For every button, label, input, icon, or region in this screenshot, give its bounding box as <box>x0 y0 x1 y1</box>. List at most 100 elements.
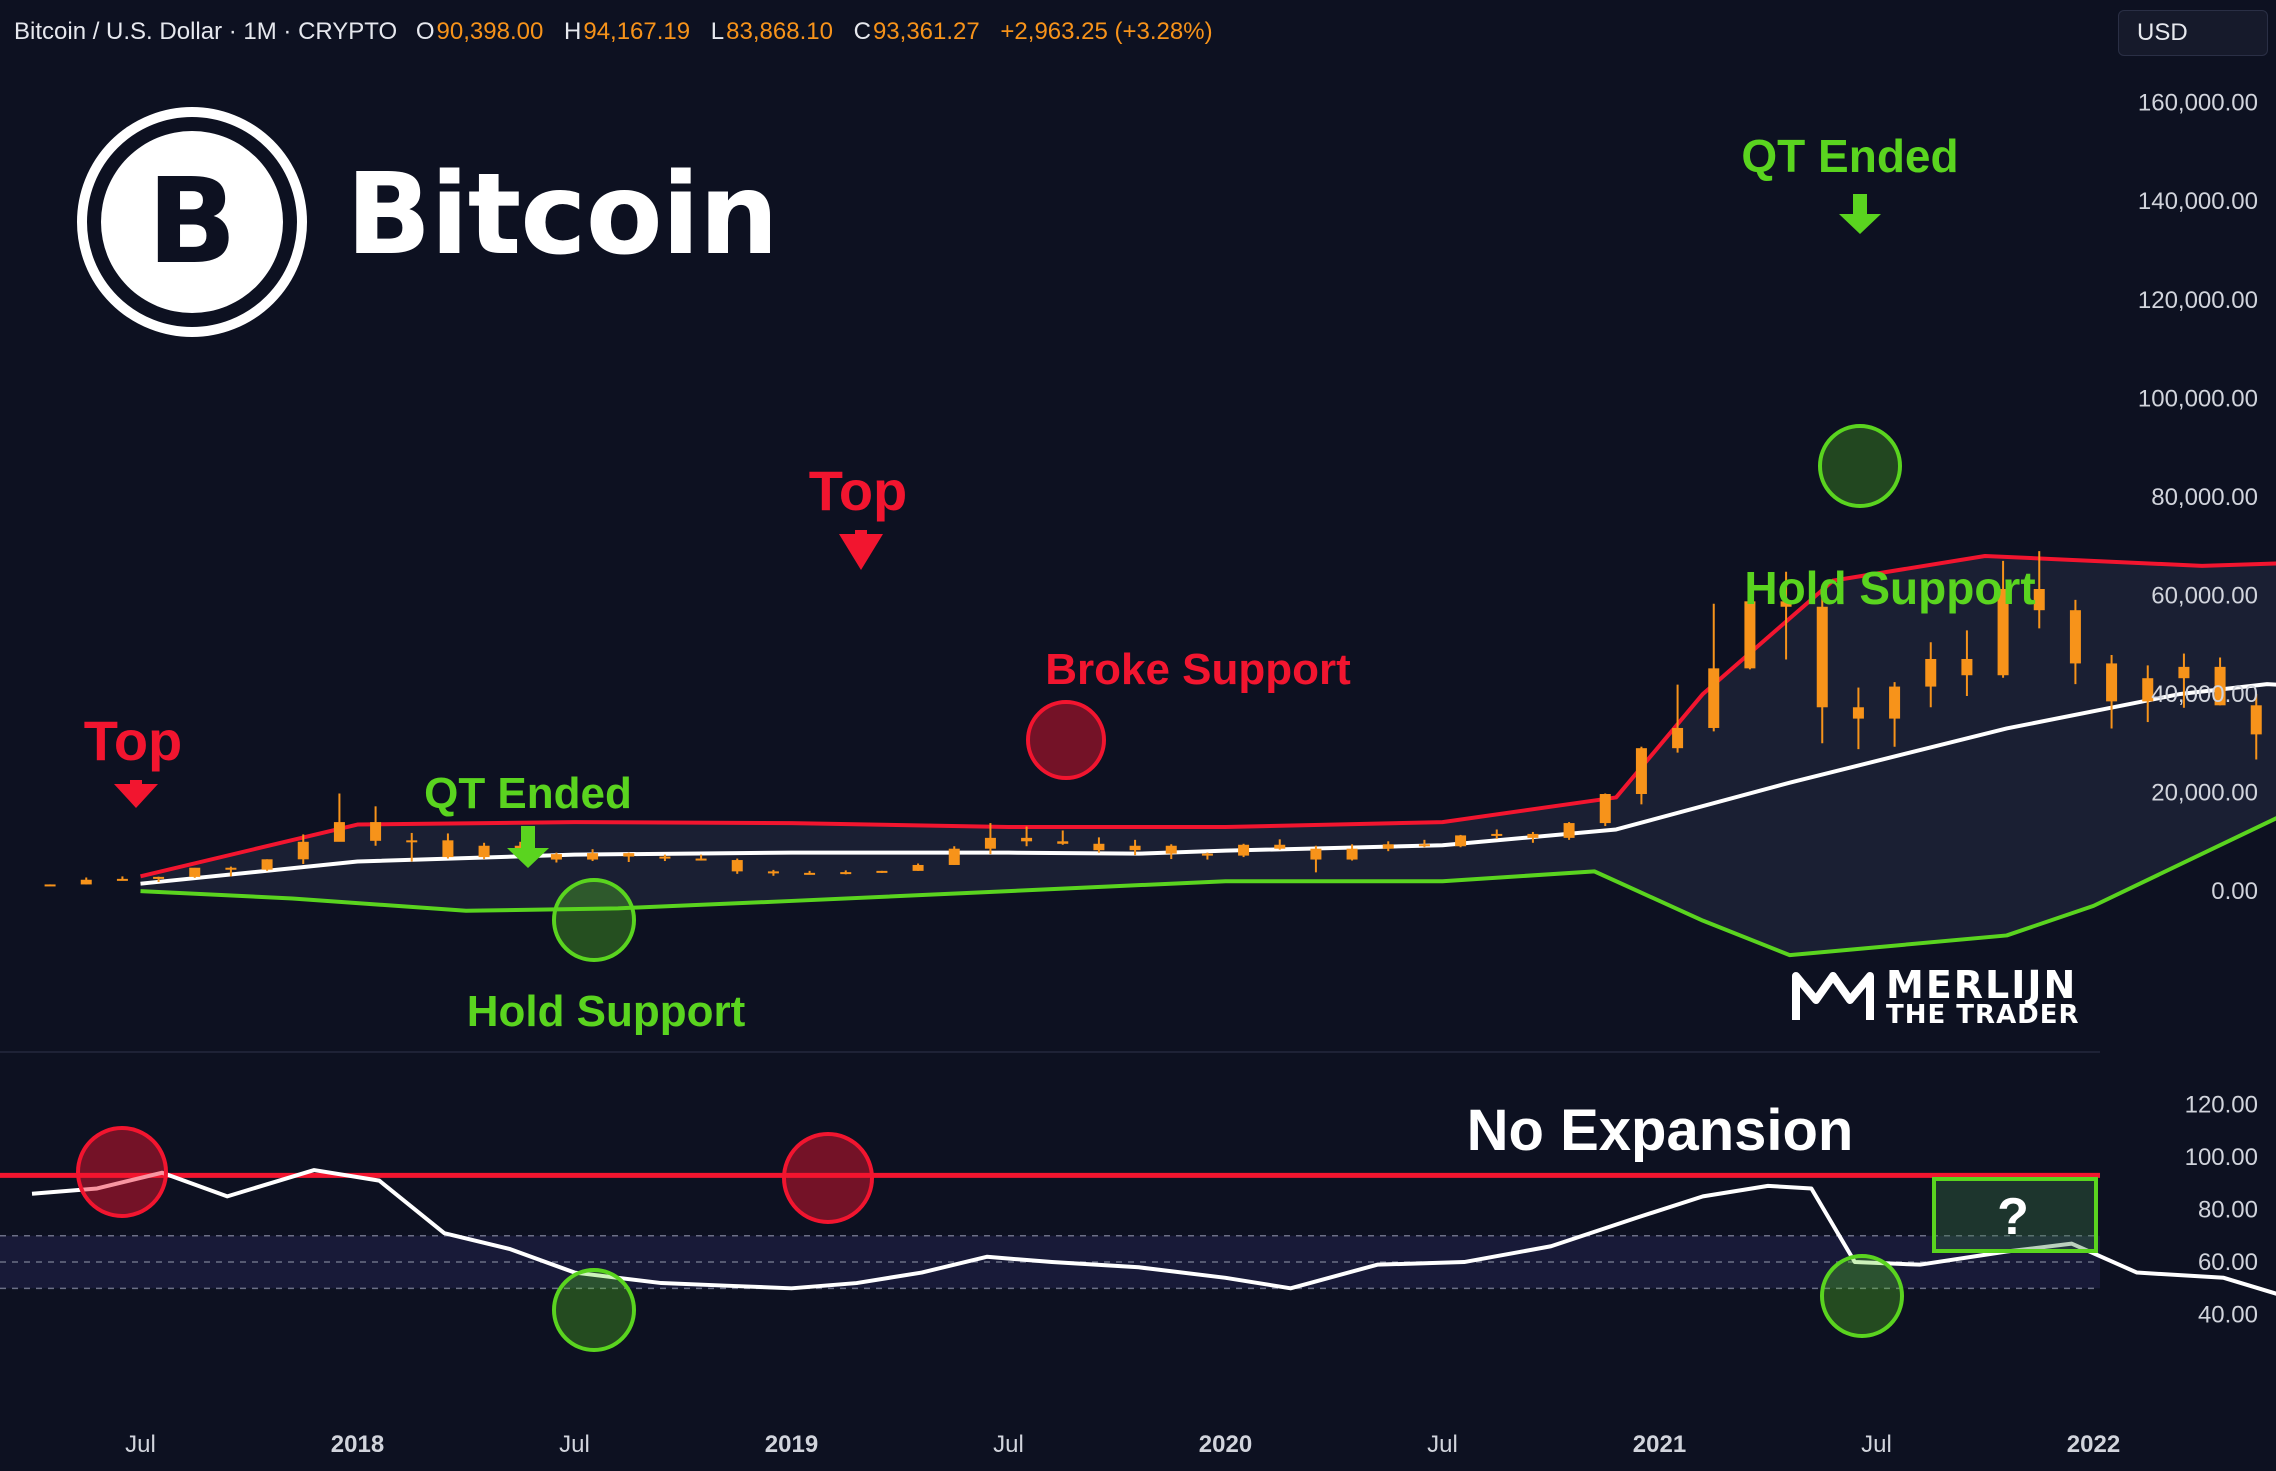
candle <box>2250 693 2262 760</box>
candle <box>2178 653 2190 708</box>
candle <box>1816 597 1828 744</box>
lower-band-line <box>140 816 2276 958</box>
candle <box>659 854 671 862</box>
annotation-hold-support-2025: Hold Support <box>1744 562 2035 614</box>
candle-body <box>550 854 562 860</box>
candle <box>1563 822 1575 840</box>
candle-body <box>767 871 779 874</box>
price-tick-label: 20,000.00 <box>2151 780 2258 807</box>
time-tick-label: 2020 <box>1199 1431 1252 1458</box>
candle-body <box>1238 844 1250 856</box>
time-tick-label: Jul <box>559 1431 590 1458</box>
price-tick-label: 100,000.00 <box>2138 385 2258 412</box>
logo-title: Bitcoin <box>346 150 779 280</box>
currency-button[interactable]: USD <box>2118 10 2268 56</box>
low-value: 83,868.10 <box>726 18 833 45</box>
candle-body <box>1599 794 1611 824</box>
time-tick-label: 2022 <box>2067 1431 2120 1458</box>
annotation-top-2018: Top <box>84 709 182 772</box>
time-tick-label: Jul <box>1861 1431 1892 1458</box>
question-box <box>1932 1177 2098 1253</box>
time-axis[interactable]: Jul2018Jul2019Jul2020Jul2021Jul2022Jul20… <box>125 1431 2276 1458</box>
symbol-name[interactable]: Bitcoin / U.S. Dollar · 1M · CRYPTO <box>14 18 398 45</box>
candle-body <box>984 837 996 849</box>
support-circle <box>1818 424 1902 508</box>
candle-body <box>1961 658 1973 676</box>
price-tick-label: 160,000.00 <box>2138 90 2258 117</box>
candle-body <box>1057 841 1069 844</box>
time-tick-label: 2018 <box>331 1431 384 1458</box>
rsi-support-circle <box>552 1268 636 1352</box>
candle-body <box>2250 705 2262 735</box>
candle <box>1057 830 1069 845</box>
candle <box>1021 826 1033 847</box>
arrow-down-icon <box>839 530 883 570</box>
candle-body <box>1816 606 1828 708</box>
candle <box>1418 839 1430 848</box>
candle-body <box>442 840 454 858</box>
rsi-tick-label: 40.00 <box>2198 1302 2258 1329</box>
candle-body <box>478 845 490 858</box>
candle <box>1129 839 1141 856</box>
candle-body <box>189 867 201 877</box>
price-axis[interactable]: 160,000.00 140,000.00 120,000.00 100,000.00… <box>2138 90 2258 905</box>
candle <box>478 842 490 860</box>
candle <box>80 877 92 885</box>
price-tick-label: 120,000.00 <box>2138 287 2258 314</box>
candle <box>550 852 562 863</box>
open-value: 90,398.00 <box>436 18 544 45</box>
question-mark: ? <box>1997 1188 2029 1246</box>
candle-body <box>1455 835 1467 847</box>
candle <box>2033 551 2045 629</box>
watermark: MERLIJN THE TRADER <box>1790 966 2080 1028</box>
close-value: 93,361.27 <box>872 18 980 45</box>
candle-body <box>1310 848 1322 860</box>
candle-body <box>1635 748 1647 795</box>
rsi-line <box>31 1168 2276 1296</box>
candle <box>2069 599 2081 685</box>
candle <box>2214 657 2226 706</box>
rsi-tick-label: 120.00 <box>2185 1091 2258 1118</box>
candle-body <box>1672 727 1684 749</box>
candle-body <box>261 859 273 870</box>
candle-body <box>1997 589 2009 676</box>
candle-body <box>116 878 128 881</box>
candle-body <box>1382 844 1394 849</box>
time-tick-label: Jul <box>125 1431 156 1458</box>
candle-body <box>1418 844 1430 847</box>
candle <box>984 823 996 855</box>
candle-body <box>2142 678 2154 702</box>
annotation-no-expansion: No Expansion <box>1467 1098 1854 1163</box>
time-tick-label: 2019 <box>765 1431 818 1458</box>
candle <box>1889 682 1901 747</box>
annotation-broke-support: Broke Support <box>1045 645 1351 694</box>
candle <box>1382 841 1394 852</box>
candle-body <box>370 822 382 841</box>
time-tick-label: Jul <box>993 1431 1024 1458</box>
candle-body <box>1093 843 1105 851</box>
candle <box>1961 630 1973 696</box>
candle-body <box>1201 853 1213 856</box>
candle <box>1274 839 1286 850</box>
rsi-support-circle <box>1820 1254 1904 1338</box>
candle <box>261 859 273 871</box>
candle-body <box>2214 666 2226 706</box>
candle <box>1925 642 1937 708</box>
candle-body <box>1563 823 1575 838</box>
candle <box>1201 852 1213 860</box>
candle-body <box>1744 601 1756 669</box>
watermark-line1: MERLIJN <box>1886 962 2078 1007</box>
candle-body <box>225 867 237 870</box>
rsi-tick-label: 100.00 <box>2185 1144 2258 1171</box>
support-circle <box>552 878 636 962</box>
candle <box>695 854 707 861</box>
price-tick-label: 60,000.00 <box>2151 582 2258 609</box>
candle <box>1346 844 1358 861</box>
candle-body <box>876 870 888 873</box>
rsi-axis[interactable]: 120.00 100.00 80.00 60.00 40.00 <box>2185 1091 2258 1328</box>
arrow-down-icon <box>507 826 549 868</box>
candle-body <box>1274 844 1286 849</box>
candle <box>406 832 418 862</box>
candle-body <box>1852 707 1864 719</box>
